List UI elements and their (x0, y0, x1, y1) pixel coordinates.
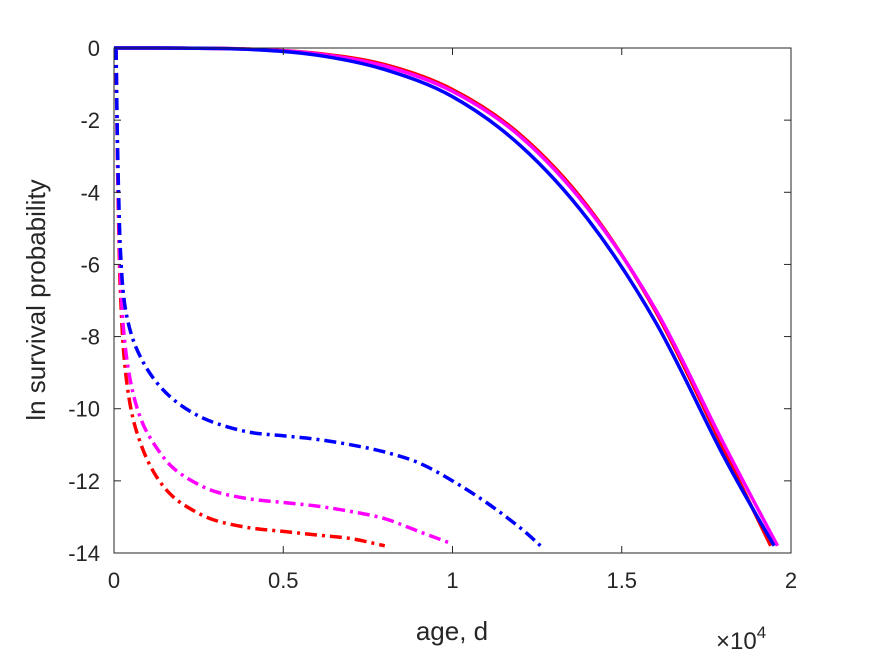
x-axis-ticks: 0 0.5 1 1.5 2 (108, 48, 797, 593)
y-axis-label: ln survival probability (21, 179, 51, 420)
x-tick-label: 1.5 (606, 568, 637, 593)
x-tick-label: 1 (446, 568, 458, 593)
series-line-dashdot-3 (114, 47, 386, 548)
x-axis-exponent-power: 4 (757, 623, 766, 642)
y-tick-label: -12 (68, 469, 100, 494)
x-tick-label: 0.5 (268, 568, 299, 593)
y-tick-label: -4 (80, 180, 100, 205)
y-tick-label: -10 (68, 397, 100, 422)
series-line-solid-2 (113, 46, 776, 547)
y-tick-label: -14 (68, 541, 100, 566)
series-layer (113, 46, 780, 548)
series-line-dashdot-5 (114, 47, 542, 548)
x-axis-exponent: ×104 (716, 623, 766, 655)
x-axis-exponent-base: ×10 (716, 628, 757, 655)
y-axis-ticks: 0 -2 -4 -6 -8 -10 -12 -14 (68, 36, 791, 566)
x-tick-label: 0 (108, 568, 120, 593)
y-tick-label: -8 (80, 325, 100, 350)
y-tick-label: 0 (88, 36, 100, 61)
x-axis-label: age, d (416, 616, 488, 646)
y-tick-label: -6 (80, 252, 100, 277)
x-tick-label: 2 (785, 568, 797, 593)
y-tick-label: -2 (80, 108, 100, 133)
